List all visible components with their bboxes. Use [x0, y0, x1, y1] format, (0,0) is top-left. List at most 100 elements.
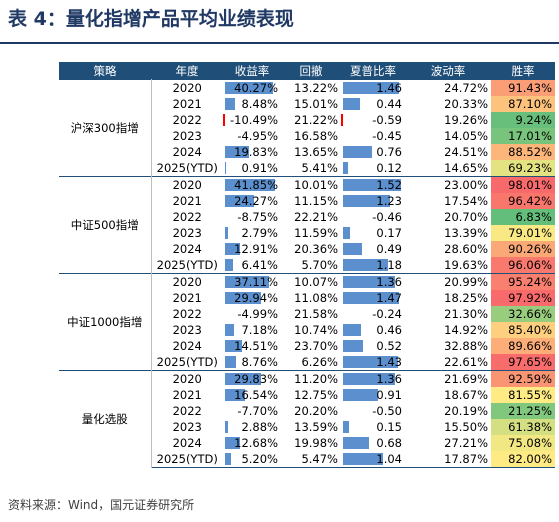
sharpe-cell-value: -0.50: [372, 404, 402, 418]
volatility-cell: 15.50%: [444, 420, 488, 434]
return-cell: 37.11%: [223, 273, 281, 290]
volatility-cell: 18.25%: [444, 291, 488, 305]
strategy-name: 量化选股: [59, 370, 152, 468]
sharpe-cell: 0.15: [341, 419, 405, 435]
table-row: 2021 8.48% 15.01% 0.44 20.33% 87.10%: [59, 96, 555, 112]
sharpe-cell-value: -0.59: [372, 113, 402, 127]
drawdown-cell: 11.15%: [294, 194, 338, 208]
win-rate-cell: 90.26%: [491, 241, 555, 257]
win-rate-cell: 82.00%: [491, 451, 555, 468]
return-cell-value: 41.85%: [234, 178, 278, 192]
table-row: 2022 -4.99% 21.58% -0.24 21.30% 32.66%: [59, 306, 555, 322]
drawdown-cell: 5.70%: [301, 258, 338, 272]
year-cell: 2024: [172, 145, 202, 159]
volatility-cell: 27.21%: [444, 436, 488, 450]
table-body: 沪深300指增 2020 40.27% 13.22% 1.46 24.72% 91.43% 2…: [59, 79, 555, 468]
return-cell-bar: [225, 276, 270, 288]
win-rate-cell: 91.43%: [491, 79, 555, 96]
table-row: 2023 7.18% 10.74% 0.46 14.92% 85.40%: [59, 322, 555, 338]
table-row: 2025(YTD) 0.91% 5.41% 0.12 14.65% 69.23%: [59, 160, 555, 177]
drawdown-cell: 13.22%: [281, 79, 341, 96]
win-rate-cell: 97.65%: [491, 354, 555, 371]
sharpe-cell-value: 1.46: [376, 81, 402, 95]
sharpe-cell-bar: [343, 98, 360, 110]
return-cell-value: 2.88%: [241, 420, 278, 434]
year-cell: 2023: [172, 226, 202, 240]
volatility-cell: 17.87%: [405, 451, 491, 468]
return-cell-value: -4.95%: [237, 129, 278, 143]
sharpe-cell-value: 0.44: [376, 97, 402, 111]
return-cell: 2.88%: [223, 419, 281, 435]
year-cell: 2021: [172, 291, 202, 305]
table-row: 2021 16.54% 12.75% 0.91 18.67% 81.55%: [59, 387, 555, 403]
year-cell: 2021: [172, 97, 202, 111]
year-cell: 2025(YTD): [156, 161, 218, 175]
header-strategy: 策略: [59, 62, 151, 80]
table-row: 沪深300指增 2020 40.27% 13.22% 1.46 24.72% 91.43%: [59, 79, 555, 177]
strategy-name: 中证500指增: [59, 176, 152, 274]
return-cell-bar: [225, 292, 261, 304]
return-cell: 5.20%: [223, 451, 281, 468]
year-cell: 2024: [172, 339, 202, 353]
volatility-cell: 20.99%: [405, 273, 491, 290]
volatility-cell: 20.19%: [444, 404, 488, 418]
sharpe-cell: 0.44: [341, 96, 405, 112]
volatility-cell: 14.05%: [444, 129, 488, 143]
sharpe-cell-bar: [343, 146, 372, 158]
sharpe-cell: 1.36: [341, 273, 405, 290]
sharpe-cell-value: 1.47: [376, 291, 402, 305]
win-rate-cell: 75.08%: [491, 435, 555, 451]
return-cell-bar: [225, 98, 236, 110]
strategy-name: 沪深300指增: [59, 79, 152, 177]
sharpe-cell-value: 0.12: [376, 161, 402, 175]
return-cell: 8.48%: [223, 96, 281, 112]
return-cell-value: -8.75%: [237, 210, 278, 224]
header-return: 收益率: [223, 62, 281, 80]
sharpe-cell-bar: [343, 340, 363, 352]
drawdown-cell: 16.58%: [294, 129, 338, 143]
sharpe-cell-bar: [343, 292, 400, 304]
table-row: 2022 -10.49% 21.22% -0.59 19.26% 9.24%: [59, 112, 555, 128]
return-cell-bar: [225, 82, 274, 94]
win-rate-cell: 98.01%: [491, 176, 555, 193]
sharpe-cell: 1.52: [341, 176, 405, 193]
return-cell: 29.94%: [223, 290, 281, 306]
return-cell: 6.41%: [223, 257, 281, 274]
volatility-cell: 23.00%: [405, 176, 491, 193]
sharpe-cell-value: 1.23: [376, 194, 402, 208]
volatility-cell: 24.72%: [405, 79, 491, 96]
sharpe-cell: 0.12: [341, 160, 405, 177]
sharpe-cell-value: -0.46: [372, 210, 402, 224]
table-row: 2023 2.79% 11.59% 0.17 13.39% 79.01%: [59, 225, 555, 241]
volatility-cell: 32.88%: [444, 339, 488, 353]
sharpe-cell-bar: [341, 114, 343, 126]
win-rate-cell: 97.92%: [491, 290, 555, 306]
return-cell: 0.91%: [223, 160, 281, 177]
sharpe-cell-bar: [343, 195, 390, 207]
year-cell: 2025(YTD): [156, 355, 218, 369]
sharpe-cell-bar: [343, 227, 350, 239]
sharpe-cell: 1.43: [341, 354, 405, 371]
year-cell: 2024: [172, 242, 202, 256]
title-divider: [0, 42, 559, 44]
sharpe-cell: -0.50: [341, 403, 405, 419]
sharpe-cell-value: -0.24: [372, 307, 402, 321]
return-cell-value: -7.70%: [237, 404, 278, 418]
table-row: 中证500指增 2020 41.85% 10.01% 1.52 23.00% 98.01%: [59, 176, 555, 274]
return-cell: 8.76%: [223, 354, 281, 371]
sharpe-cell-bar: [343, 324, 361, 336]
volatility-cell: 21.69%: [405, 370, 491, 387]
return-cell-bar: [225, 259, 233, 271]
header-year: 年度: [151, 62, 223, 80]
source-note: 资料来源：Wind，国元证券研究所: [8, 498, 195, 512]
return-cell-bar: [223, 114, 225, 126]
table-row: 2023 -4.95% 16.58% -0.45 14.05% 17.01%: [59, 128, 555, 144]
sharpe-cell: 0.52: [341, 338, 405, 354]
win-rate-cell: 87.10%: [491, 96, 555, 112]
return-cell-value: -4.99%: [237, 307, 278, 321]
sharpe-cell-value: 0.46: [376, 323, 402, 337]
year-cell: 2022: [172, 210, 202, 224]
drawdown-cell: 23.70%: [294, 339, 338, 353]
drawdown-cell: 10.07%: [281, 273, 341, 290]
return-cell-bar: [225, 373, 261, 385]
